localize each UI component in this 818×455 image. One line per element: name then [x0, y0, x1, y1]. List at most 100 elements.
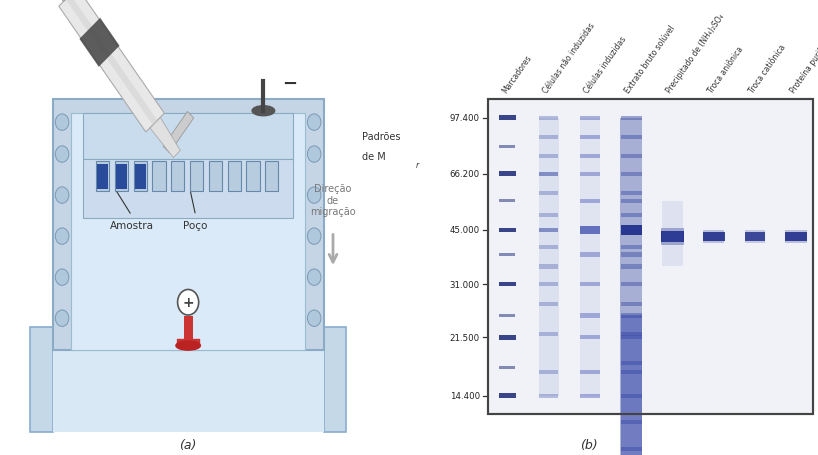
Text: Marcadores: Marcadores — [500, 53, 533, 95]
Bar — [621, 316, 641, 455]
Bar — [580, 118, 600, 396]
Bar — [500, 145, 515, 148]
Polygon shape — [59, 0, 164, 133]
Text: 21.500: 21.500 — [450, 333, 480, 342]
Text: Extrato bruto solúvel: Extrato bruto solúvel — [624, 24, 677, 95]
Bar — [662, 201, 683, 267]
Ellipse shape — [176, 341, 200, 350]
Text: 31.000: 31.000 — [450, 280, 480, 289]
Circle shape — [56, 147, 69, 163]
Bar — [580, 313, 600, 318]
Bar — [499, 282, 516, 287]
Text: 14.400: 14.400 — [450, 391, 480, 400]
Bar — [227, 162, 240, 191]
Bar — [580, 136, 600, 140]
Bar — [621, 136, 641, 140]
Polygon shape — [164, 112, 194, 153]
Bar — [500, 366, 515, 369]
Bar — [785, 230, 807, 244]
Bar — [580, 116, 600, 121]
Bar — [499, 172, 516, 177]
Bar — [621, 447, 641, 451]
Bar — [580, 370, 600, 374]
Bar — [539, 394, 558, 398]
Bar — [621, 172, 641, 177]
Text: de M: de M — [362, 152, 386, 162]
Bar — [488, 100, 813, 414]
Bar — [135, 165, 146, 190]
Text: Amostra: Amostra — [110, 221, 154, 231]
Text: 97.400: 97.400 — [450, 114, 480, 123]
Circle shape — [56, 115, 69, 131]
Polygon shape — [30, 328, 346, 432]
Bar — [539, 192, 558, 196]
Bar — [96, 162, 109, 191]
Circle shape — [308, 115, 321, 131]
Bar — [621, 116, 641, 121]
Bar — [499, 394, 516, 398]
Bar — [580, 336, 600, 340]
Text: Poço: Poço — [183, 221, 208, 231]
Circle shape — [308, 147, 321, 163]
Bar — [621, 245, 641, 249]
Polygon shape — [71, 114, 305, 350]
Bar — [499, 228, 516, 233]
Bar — [621, 332, 641, 336]
Bar — [190, 162, 203, 191]
Polygon shape — [34, 0, 73, 3]
Bar — [538, 118, 559, 396]
Polygon shape — [52, 100, 324, 350]
Bar — [539, 116, 558, 121]
Text: Proteína purificada: Proteína purificada — [789, 30, 818, 95]
Bar — [500, 314, 515, 317]
Bar — [499, 335, 516, 340]
Bar — [703, 230, 724, 244]
Bar — [115, 162, 128, 191]
Bar — [209, 162, 222, 191]
Polygon shape — [150, 118, 180, 158]
Bar — [580, 172, 600, 177]
Bar — [539, 332, 558, 336]
Bar — [580, 253, 600, 257]
Circle shape — [56, 310, 69, 327]
Text: Direção
de
migração: Direção de migração — [310, 184, 356, 217]
Text: Precipitado de (NH₄)₂SO₄: Precipitado de (NH₄)₂SO₄ — [665, 12, 726, 95]
Bar — [580, 283, 600, 287]
Ellipse shape — [252, 106, 275, 116]
Bar — [488, 100, 813, 414]
Bar — [171, 162, 184, 191]
Bar — [621, 420, 641, 425]
Bar — [265, 162, 278, 191]
Bar — [539, 136, 558, 140]
Circle shape — [178, 290, 199, 315]
Bar — [246, 162, 259, 191]
Bar — [621, 303, 641, 307]
Bar — [539, 370, 558, 374]
Bar — [621, 336, 641, 340]
Bar — [661, 229, 684, 245]
Text: Padrões: Padrões — [362, 131, 401, 142]
Text: Troca catiônica: Troca catiônica — [748, 43, 788, 95]
Bar — [621, 394, 641, 398]
Text: Troca aniônica: Troca aniônica — [706, 45, 745, 95]
Polygon shape — [52, 350, 324, 432]
Bar — [661, 232, 684, 243]
Bar — [621, 253, 641, 257]
Bar — [539, 228, 558, 233]
Text: Células não induzidas: Células não induzidas — [542, 21, 597, 95]
Bar — [785, 233, 807, 242]
Bar — [621, 199, 641, 203]
Bar — [621, 265, 641, 269]
Bar — [539, 245, 558, 249]
Circle shape — [308, 187, 321, 204]
Polygon shape — [83, 159, 294, 218]
Circle shape — [56, 228, 69, 245]
Polygon shape — [65, 0, 157, 126]
Polygon shape — [79, 19, 119, 68]
Bar — [703, 233, 725, 242]
Bar — [539, 283, 558, 287]
Bar — [539, 265, 558, 269]
Text: (b): (b) — [580, 438, 598, 451]
Text: 66.200: 66.200 — [450, 170, 480, 179]
Bar — [133, 162, 146, 191]
